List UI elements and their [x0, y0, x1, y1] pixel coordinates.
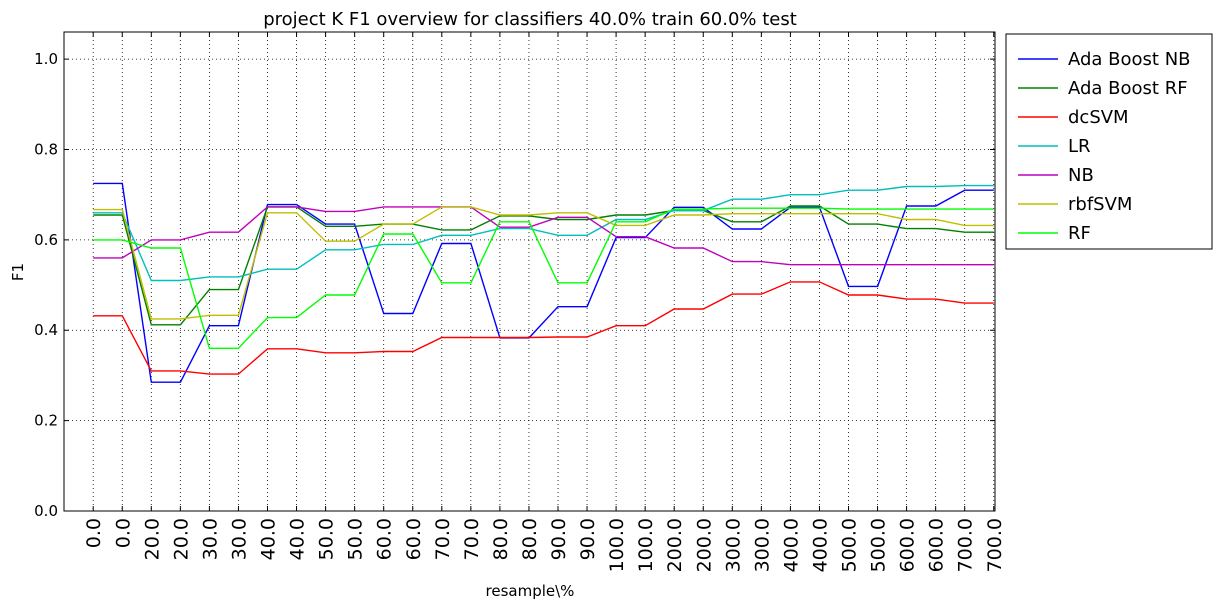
x-tick-label: 20.0 [170, 518, 192, 560]
y-tick-label: 0.8 [34, 140, 58, 158]
y-tick-label: 0.2 [34, 412, 58, 430]
legend: Ada Boost NB Ada Boost RF dcSVM LR NB rbfSVM R… [1005, 33, 1213, 250]
chart-title: project K F1 overview for classifiers 40… [263, 9, 797, 30]
x-tick-label: 40.0 [287, 518, 309, 560]
series-line-nb [93, 206, 994, 266]
x-tick-label: 400.0 [780, 518, 802, 572]
x-tick-label: 700.0 [984, 518, 1006, 572]
legend-label: NB [1068, 165, 1094, 186]
x-tick-label: 200.0 [693, 518, 715, 572]
y-tick-label: 0.4 [34, 321, 58, 339]
x-tick-label: 90.0 [577, 518, 599, 560]
y-tick-label: 0.6 [34, 231, 58, 249]
legend-label: rbfSVM [1068, 194, 1132, 215]
grid-lines [64, 32, 995, 512]
axis-ticks: 0.0 0.2 0.4 0.6 0.8 1.0 0.0 0.0 20.0 20.0 30.0 30.0… [34, 32, 1006, 572]
series-line-rf [93, 207, 994, 349]
y-tick-label: 0.0 [34, 502, 58, 520]
x-tick-label: 30.0 [228, 518, 250, 560]
x-tick-label: 50.0 [316, 518, 338, 560]
legend-label: dcSVM [1068, 107, 1129, 128]
x-tick-label: 600.0 [926, 518, 948, 572]
x-tick-label: 600.0 [897, 518, 919, 572]
plot-frame [63, 31, 996, 512]
x-tick-label: 80.0 [490, 518, 512, 560]
x-tick-label: 700.0 [955, 518, 977, 572]
x-tick-label: 300.0 [751, 518, 773, 572]
x-tick-label: 100.0 [606, 518, 628, 572]
series-line-dcsvm [93, 281, 994, 375]
x-tick-label: 80.0 [519, 518, 541, 560]
x-tick-label: 0.0 [112, 518, 134, 548]
x-tick-label: 60.0 [403, 518, 425, 560]
x-axis-label: resample\% [486, 582, 575, 600]
series-line-ada-boost-nb [93, 182, 994, 383]
series-line-lr [93, 184, 994, 282]
x-tick-label: 500.0 [839, 518, 861, 572]
series-lines [93, 182, 994, 383]
y-axis-label: F1 [9, 263, 27, 281]
legend-box [1005, 33, 1213, 250]
x-tick-label: 60.0 [374, 518, 396, 560]
y-tick-label: 1.0 [34, 50, 58, 68]
x-tick-label: 50.0 [345, 518, 367, 560]
legend-label: LR [1068, 136, 1091, 157]
x-tick-label: 70.0 [461, 518, 483, 560]
x-tick-label: 90.0 [548, 518, 570, 560]
x-tick-label: 500.0 [868, 518, 890, 572]
x-tick-label: 200.0 [664, 518, 686, 572]
legend-label: Ada Boost NB [1068, 49, 1191, 70]
x-tick-label: 100.0 [635, 518, 657, 572]
legend-label: Ada Boost RF [1068, 78, 1188, 99]
x-tick-label: 0.0 [83, 518, 105, 548]
x-tick-label: 400.0 [809, 518, 831, 572]
x-tick-label: 30.0 [199, 518, 221, 560]
legend-label: RF [1068, 223, 1091, 244]
x-tick-label: 40.0 [258, 518, 280, 560]
x-tick-label: 20.0 [141, 518, 163, 560]
x-tick-label: 70.0 [432, 518, 454, 560]
series-line-rbfsvm [93, 206, 994, 320]
x-tick-label: 300.0 [722, 518, 744, 572]
